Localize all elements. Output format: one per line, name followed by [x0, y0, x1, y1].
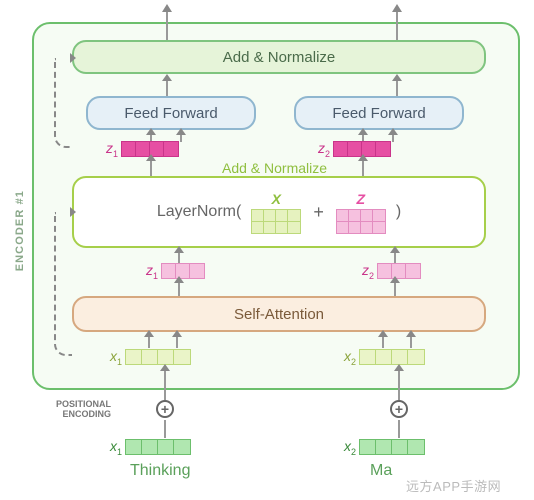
residual-upper-head — [70, 53, 76, 63]
z-top-left-vector: z1 — [106, 140, 179, 159]
add-normalize-top-block: Add & Normalize — [72, 40, 486, 74]
arrow-head — [392, 74, 402, 81]
add-normalize-top-label: Add & Normalize — [223, 49, 336, 66]
feed-forward-right-block: Feed Forward — [294, 96, 464, 130]
input-word-right: Ma — [370, 462, 392, 480]
arrow-head — [174, 246, 184, 253]
vec-label: z1 — [106, 140, 118, 159]
vec-label: x2 — [344, 438, 356, 457]
feed-forward-left-block: Feed Forward — [86, 96, 256, 130]
vec-label: x1 — [110, 348, 122, 367]
add-normalize-title: Add & Normalize — [222, 160, 327, 176]
watermark-text: 远方APP手游网 — [406, 476, 501, 495]
x-in-left-vector: x1 — [110, 348, 191, 367]
arrow-out-left-head — [162, 4, 172, 12]
arrow-head — [358, 154, 368, 161]
arrow — [164, 420, 166, 438]
matrix-x-label: X — [272, 191, 281, 207]
arrow-head — [358, 128, 368, 135]
vec-label: z2 — [318, 140, 330, 159]
matrix-x-cells — [251, 209, 301, 234]
arrow-head — [378, 330, 388, 337]
arrow-out-right-head — [392, 4, 402, 12]
x-emb-left-vector: x1 — [110, 438, 191, 457]
layernorm-prefix: LayerNorm( — [157, 203, 241, 221]
arrow-head — [174, 276, 184, 283]
vec-label: z2 — [362, 262, 374, 281]
arrow-head — [146, 128, 156, 135]
arrow-head — [390, 276, 400, 283]
matrix-z-label: Z — [357, 191, 366, 207]
matrix-z-cells — [336, 209, 386, 234]
positional-encoding-label: POSITIONAL ENCODING — [56, 400, 111, 420]
arrow — [398, 420, 400, 438]
arrow-head — [146, 154, 156, 161]
layernorm-suffix: ) — [396, 203, 401, 221]
residual-upper-arrow — [54, 58, 72, 148]
encoder-label: ENCODER #1 — [14, 190, 26, 271]
positional-add-left-icon: + — [156, 400, 174, 418]
arrow-head — [160, 364, 170, 371]
arrow-head — [406, 330, 416, 337]
x-in-right-vector: x2 — [344, 348, 425, 367]
arrow — [398, 370, 400, 400]
layernorm-block: LayerNorm( X + Z ) — [72, 176, 486, 248]
residual-lower-head — [70, 207, 76, 217]
arrow-head — [162, 74, 172, 81]
arrow-head — [394, 364, 404, 371]
input-word-left: Thinking — [130, 462, 190, 480]
arrow-head — [176, 128, 186, 135]
x-emb-right-vector: x2 — [344, 438, 425, 457]
vec-label: z1 — [146, 262, 158, 281]
arrow-head — [390, 246, 400, 253]
layernorm-plus: + — [313, 202, 324, 223]
vec-label: x1 — [110, 438, 122, 457]
residual-lower-arrow — [54, 212, 72, 356]
arrow-head — [172, 330, 182, 337]
arrow-head — [388, 128, 398, 135]
arrow-out-left — [166, 10, 168, 40]
feed-forward-right-label: Feed Forward — [332, 105, 425, 122]
z-top-right-vector: z2 — [318, 140, 391, 159]
vec-label: x2 — [344, 348, 356, 367]
arrow — [164, 370, 166, 400]
positional-add-right-icon: + — [390, 400, 408, 418]
arrow-head — [144, 330, 154, 337]
self-attention-label: Self-Attention — [234, 306, 324, 323]
feed-forward-left-label: Feed Forward — [124, 105, 217, 122]
arrow-out-right — [396, 10, 398, 40]
self-attention-block: Self-Attention — [72, 296, 486, 332]
